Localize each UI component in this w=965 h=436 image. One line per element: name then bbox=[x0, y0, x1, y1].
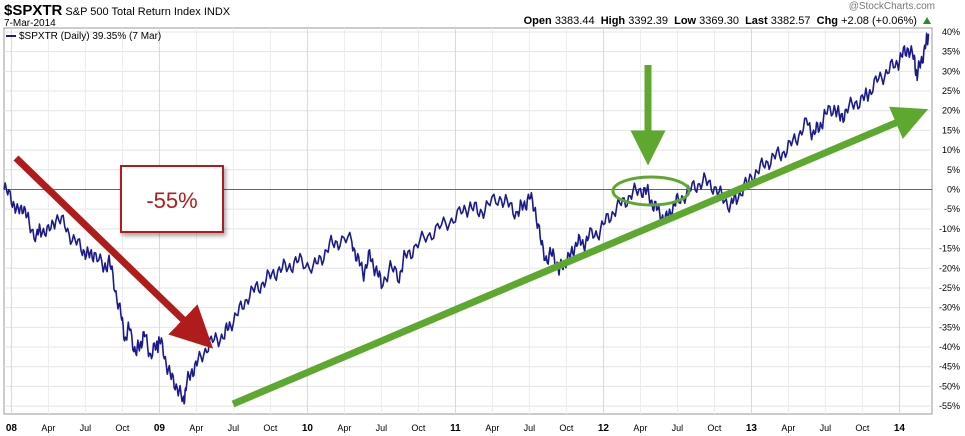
y-tick-label: 10% bbox=[942, 145, 960, 155]
y-tick-label: 25% bbox=[942, 86, 960, 96]
x-tick-label: 11 bbox=[450, 423, 461, 434]
x-tick-label: Jul bbox=[820, 423, 832, 433]
drop-label: -55% bbox=[146, 188, 197, 213]
x-tick-label: 12 bbox=[598, 423, 610, 434]
x-tick-label: Jul bbox=[524, 423, 536, 433]
x-tick-label: 09 bbox=[154, 423, 166, 434]
y-axis: 40% 35% 30% 25% 20% 15% 10% 5% 0% -5% -10% -15% -20%… bbox=[939, 27, 960, 411]
y-tick-label: -5% bbox=[944, 204, 960, 214]
x-tick-label: Apr bbox=[337, 423, 351, 433]
y-tick-label: -25% bbox=[939, 283, 960, 293]
chart-header: $SPXTR S&P 500 Total Return Index INDX bbox=[4, 2, 230, 19]
decline-arrow bbox=[13, 155, 214, 349]
x-tick-label: 13 bbox=[746, 423, 758, 434]
x-tick-label: Oct bbox=[707, 423, 722, 433]
x-tick-label: Apr bbox=[781, 423, 795, 433]
x-tick-label: Jul bbox=[80, 423, 92, 433]
x-tick-label: Oct bbox=[115, 423, 130, 433]
y-tick-label: -45% bbox=[939, 362, 960, 372]
ticker-symbol: $SPXTR bbox=[4, 2, 63, 19]
x-tick-label: 10 bbox=[302, 423, 314, 434]
x-tick-label: Apr bbox=[189, 423, 203, 433]
x-tick-label: 14 bbox=[894, 423, 906, 434]
chg-value: +2.08 (+0.06%) bbox=[841, 15, 917, 27]
x-axis: 08 Apr Jul Oct 09 Apr Jul Oct 10 Apr Jul Oct 11 Apr Ju… bbox=[6, 423, 906, 434]
chg-label: Chg bbox=[816, 15, 839, 27]
x-tick-label: Oct bbox=[559, 423, 574, 433]
legend-label: $SPXTR (Daily) 39.35% (7 Mar) bbox=[19, 31, 161, 42]
high-label: High bbox=[600, 15, 626, 27]
x-tick-label: Jul bbox=[672, 423, 684, 433]
exchange-code: INDX bbox=[203, 6, 231, 18]
y-tick-label: -10% bbox=[939, 224, 960, 234]
x-tick-label: Jul bbox=[228, 423, 240, 433]
x-tick-label: Oct bbox=[411, 423, 426, 433]
open-label: Open bbox=[523, 15, 552, 27]
drop-label-box bbox=[120, 165, 224, 233]
x-tick-label: Apr bbox=[633, 423, 647, 433]
y-tick-label: 0% bbox=[947, 184, 960, 194]
low-label: Low bbox=[674, 15, 697, 27]
last-label: Last bbox=[745, 15, 768, 27]
chart-date: 7-Mar-2014 bbox=[4, 18, 56, 29]
ohlc-readout: Open 3383.44 High 3392.39 Low 3369.30 La… bbox=[524, 15, 931, 27]
y-tick-label: 5% bbox=[947, 165, 960, 175]
plot-frame bbox=[3, 27, 933, 415]
low-value: 3369.30 bbox=[699, 15, 739, 27]
credit-text: @StockCharts.com bbox=[848, 1, 935, 12]
grid bbox=[4, 28, 932, 414]
x-tick-label: Apr bbox=[41, 423, 55, 433]
x-tick-label: Jul bbox=[376, 423, 388, 433]
y-tick-label: 35% bbox=[942, 47, 960, 57]
y-tick-label: -20% bbox=[939, 263, 960, 273]
y-tick-label: -40% bbox=[939, 342, 960, 352]
index-name: S&P 500 Total Return Index bbox=[65, 6, 201, 18]
last-value: 3382.57 bbox=[770, 15, 811, 27]
x-tick-label: 08 bbox=[6, 423, 18, 434]
x-tick-label: Oct bbox=[263, 423, 278, 433]
uptrend-arrow bbox=[231, 106, 929, 408]
series-line bbox=[3, 32, 930, 405]
y-tick-label: 30% bbox=[942, 66, 960, 76]
y-tick-label: -50% bbox=[939, 381, 960, 391]
y-tick-label: -35% bbox=[939, 322, 960, 332]
y-tick-label: -55% bbox=[939, 401, 960, 411]
y-tick-label: 40% bbox=[942, 27, 960, 37]
y-tick-label: -15% bbox=[939, 244, 960, 254]
up-triangle-icon bbox=[923, 17, 931, 24]
y-tick-label: -30% bbox=[939, 303, 960, 313]
y-tick-label: 15% bbox=[942, 125, 960, 135]
open-value: 3383.44 bbox=[554, 15, 595, 27]
highlight-ellipse bbox=[611, 175, 691, 207]
high-value: 3392.39 bbox=[628, 15, 668, 27]
x-tick-label: Apr bbox=[485, 423, 499, 433]
x-tick-label: Oct bbox=[855, 423, 870, 433]
y-tick-label: 20% bbox=[942, 106, 960, 116]
